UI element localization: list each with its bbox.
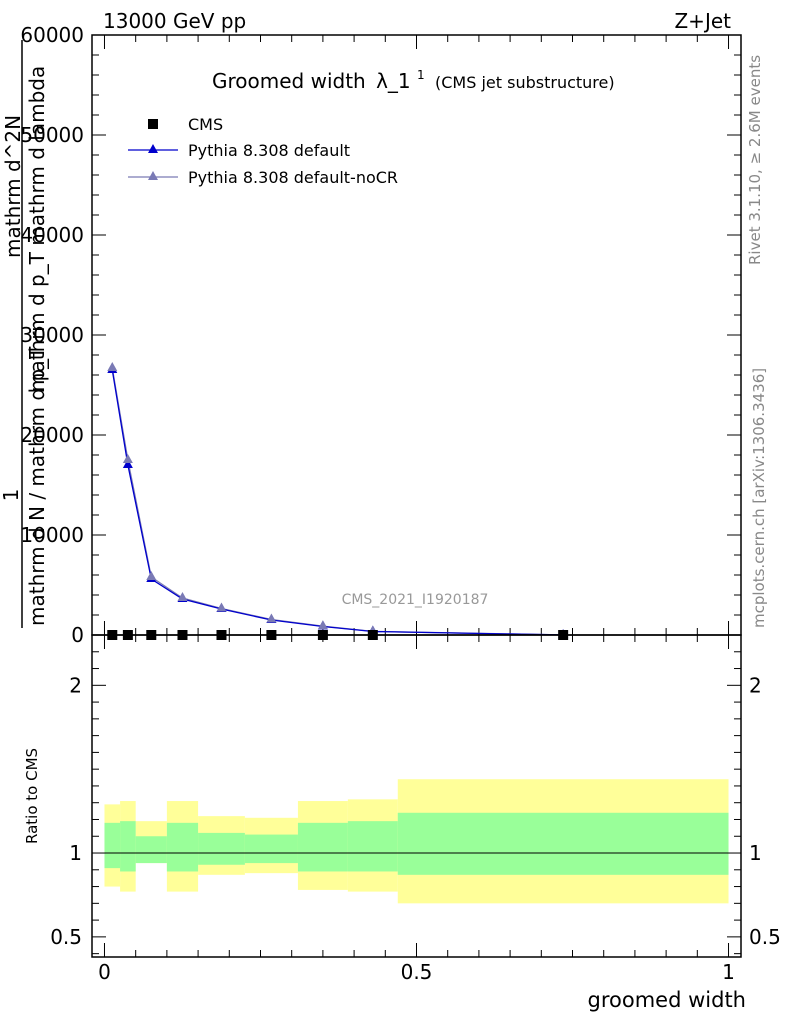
legend-nocr-label: Pythia 8.308 default-noCR bbox=[188, 168, 398, 187]
mcplots-label: mcplots.cern.ch [arXiv:1306.3436] bbox=[750, 368, 768, 628]
series-point-nocr bbox=[177, 592, 188, 601]
ratio-y-tick-label: 2 bbox=[69, 673, 82, 697]
ratio-inner-band bbox=[166, 822, 199, 872]
ratio-inner-band bbox=[104, 822, 121, 869]
chart-subtitle: (CMS jet substructure) bbox=[435, 73, 615, 92]
main-series-layer bbox=[107, 362, 569, 640]
main-y-label-line-3: mathrm d^2N bbox=[1, 115, 25, 258]
series-point-nocr bbox=[317, 620, 328, 630]
series-line-nocr bbox=[111, 367, 564, 636]
legend: CMS Pythia 8.308 default Pythia 8.308 de… bbox=[128, 115, 398, 187]
x-axis-label: groomed width bbox=[588, 988, 746, 1012]
main-y-tick-labels: 0 10000 20000 30000 40000 50000 60000 bbox=[20, 23, 84, 647]
ratio-y-axis-label: Ratio to CMS bbox=[23, 748, 41, 844]
ratio-y-tick-label-right: 0.5 bbox=[749, 925, 781, 949]
series-point-nocr bbox=[216, 602, 227, 612]
ratio-frame bbox=[91, 634, 742, 958]
legend-cms-label: CMS bbox=[188, 115, 223, 134]
legend-default-marker bbox=[148, 144, 158, 153]
ratio-y-tick-labels: 0.5 0.5 1 1 2 2 bbox=[50, 673, 781, 949]
ratio-x-tick-labels: 0 0.5 1 bbox=[98, 960, 735, 984]
ratio-panel: 0.5 0.51 12 2 0 0.5 1 Ratio to CMS groomed wi… bbox=[23, 634, 781, 1012]
ratio-bands-layer bbox=[104, 779, 729, 904]
series-point-default bbox=[122, 459, 133, 468]
ratio-inner-band bbox=[198, 832, 245, 865]
ratio-inner-band bbox=[120, 821, 136, 872]
ratio-y-tick-label-right: 1 bbox=[749, 841, 762, 865]
main-y-tick-label: 40000 bbox=[20, 223, 84, 247]
ratio-x-tick-label: 0.5 bbox=[401, 960, 433, 984]
series-line-default bbox=[111, 369, 564, 636]
main-y-tick-label: 30000 bbox=[20, 323, 84, 347]
chart-title-text: Groomed width bbox=[212, 69, 366, 93]
ratio-y-tick-label: 1 bbox=[69, 841, 82, 865]
series-point-nocr bbox=[146, 571, 157, 580]
main-y-label-line-4: mathrm d p_T mathrm d lambda bbox=[25, 66, 49, 392]
ratio-inner-band bbox=[297, 822, 348, 872]
ratio-x-tick-label: 1 bbox=[722, 960, 735, 984]
ratio-ticks bbox=[92, 635, 741, 957]
legend-default-label: Pythia 8.308 default bbox=[188, 141, 350, 160]
main-y-label-line-1: 1 bbox=[0, 489, 23, 502]
main-y-axis-label: 1 mathrm d N / mathrm d p_T mathrm d^2N … bbox=[0, 40, 49, 628]
chart-title-superscript: 1 bbox=[417, 68, 425, 82]
rivet-label: Rivet 3.1.10, ≥ 2.6M events bbox=[746, 55, 764, 265]
chart-title-symbol: λ_1 bbox=[376, 69, 411, 93]
main-y-tick-label: 10000 bbox=[20, 523, 84, 547]
main-y-label-line-2: mathrm d N / mathrm d p_T bbox=[25, 346, 49, 626]
legend-cms-marker bbox=[148, 119, 158, 129]
analysis-tag: CMS_2021_I1920187 bbox=[342, 592, 489, 608]
main-y-tick-label: 50000 bbox=[20, 123, 84, 147]
main-y-tick-label: 60000 bbox=[20, 23, 84, 47]
ratio-inner-band bbox=[135, 836, 167, 864]
ratio-inner-band bbox=[244, 834, 298, 864]
legend-nocr-marker bbox=[148, 171, 158, 180]
series-point-nocr bbox=[107, 362, 118, 371]
main-panel: 0 10000 20000 30000 40000 50000 60000 Groomed … bbox=[0, 23, 742, 647]
main-y-tick-label: 20000 bbox=[20, 423, 84, 447]
series-point-nocr bbox=[122, 454, 133, 463]
chart-title: Groomed width λ_1 1 (CMS jet substructur… bbox=[212, 60, 615, 93]
main-y-tick-label: 0 bbox=[71, 623, 84, 647]
ratio-x-tick-label: 0 bbox=[98, 960, 111, 984]
ratio-inner-band bbox=[347, 821, 398, 872]
ratio-y-tick-label-right: 2 bbox=[749, 673, 762, 697]
ratio-y-tick-label: 0.5 bbox=[50, 925, 82, 949]
energy-label: 13000 GeV pp bbox=[103, 9, 246, 33]
process-label: Z+Jet bbox=[674, 9, 731, 33]
ratio-inner-band bbox=[397, 812, 729, 875]
series-point-nocr bbox=[266, 613, 277, 623]
